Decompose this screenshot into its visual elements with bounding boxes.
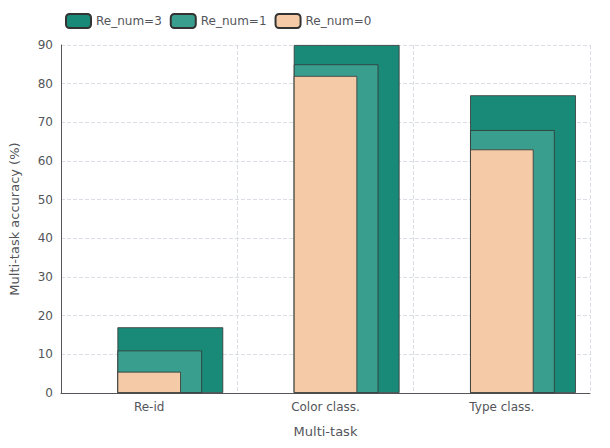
svg-text:Re_num=1: Re_num=1: [201, 14, 267, 28]
svg-text:Multi-task accuracy (%): Multi-task accuracy (%): [7, 142, 22, 295]
svg-text:Color class.: Color class.: [291, 400, 360, 414]
svg-text:60: 60: [38, 154, 53, 168]
svg-text:0: 0: [45, 386, 53, 400]
svg-text:20: 20: [38, 309, 53, 323]
svg-text:50: 50: [38, 193, 53, 207]
svg-text:40: 40: [38, 231, 53, 245]
svg-text:Re_num=0: Re_num=0: [306, 14, 372, 28]
svg-text:Re_num=3: Re_num=3: [96, 14, 162, 28]
svg-text:Type class.: Type class.: [468, 400, 534, 414]
svg-text:80: 80: [38, 77, 53, 91]
svg-text:Re-id: Re-id: [134, 400, 164, 414]
svg-text:90: 90: [38, 38, 53, 52]
svg-text:70: 70: [38, 115, 53, 129]
svg-text:10: 10: [38, 347, 53, 361]
svg-text:Multi-task: Multi-task: [294, 424, 358, 439]
svg-text:30: 30: [38, 270, 53, 284]
